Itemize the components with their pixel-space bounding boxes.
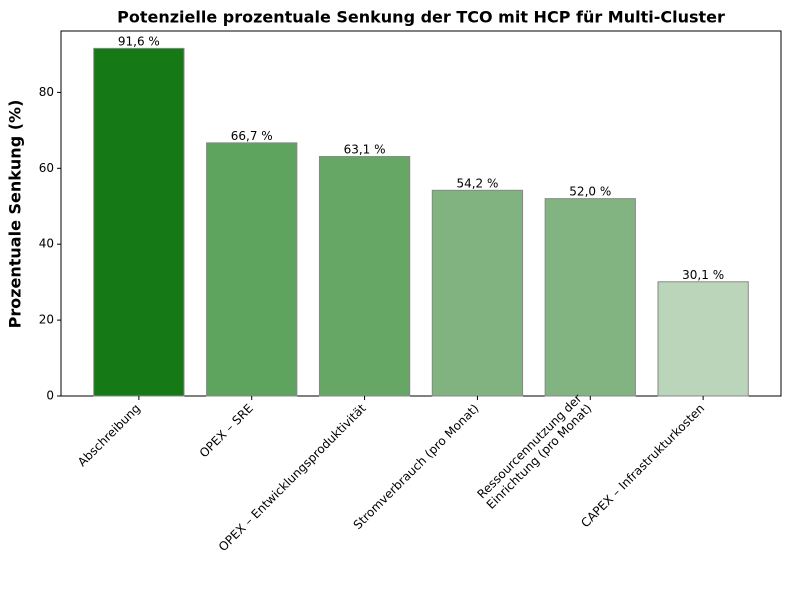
y-tick-label: 0 [46,389,54,403]
bar [206,142,298,397]
x-tick-label: OPEX – SRE [197,401,256,460]
plot-frame [60,30,782,397]
bar [93,47,185,397]
bar [544,198,636,397]
value-label: 66,7 % [231,129,273,143]
y-tick-label: 20 [39,313,54,327]
bar [431,189,524,397]
x-tick-label: Abschreibung [75,401,143,469]
chart-title: Potenzielle prozentuale Senkung der TCO … [117,8,725,27]
y-tick-label: 80 [39,85,54,99]
bar [318,156,411,397]
y-tick-label: 60 [39,161,54,175]
value-label: 54,2 % [456,176,498,190]
y-axis-label: Prozentuale Senkung (%) [6,100,25,329]
x-tick-label: CAPEX – Infrastrukturkosten [578,401,707,530]
value-label: 30,1 % [682,268,724,282]
value-label: 52,0 % [569,185,611,199]
bar [657,281,749,397]
x-tick-label: Ressourcennutzung derEinrichtung (pro Mo… [474,391,595,512]
value-label: 63,1 % [344,143,386,157]
value-label: 91,6 % [118,34,160,48]
x-tick-label: Stromverbrauch (pro Monat) [351,401,482,532]
y-tick-label: 40 [39,237,54,251]
